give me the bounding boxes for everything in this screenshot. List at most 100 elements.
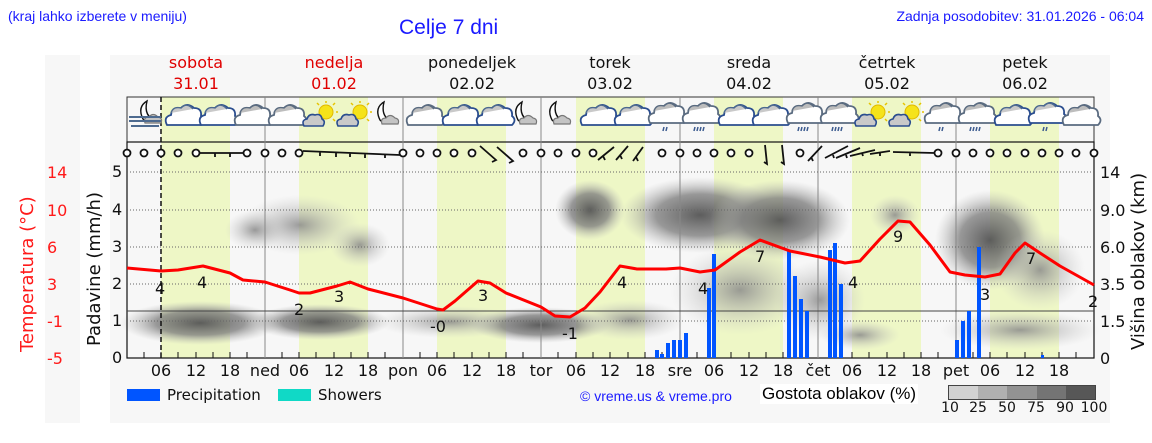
moon-cloud-icon <box>515 101 538 125</box>
svg-text:4: 4 <box>155 279 165 298</box>
x-tick: pon <box>387 361 419 380</box>
region-hint: (kraj lahko izberete v meniju) <box>8 8 187 24</box>
moon-fog-icon <box>129 100 163 127</box>
precip-tick: 2 <box>112 274 123 293</box>
precip-axis-title: Padavine (mm/h) <box>84 192 105 346</box>
moon-cloud-icon <box>377 101 400 125</box>
x-tick: 18 <box>910 361 932 380</box>
cloud-density-title: Gostota oblakov (%) <box>760 384 919 404</box>
cloud-height-tick: 0 <box>1100 349 1111 368</box>
svg-text:2: 2 <box>294 300 304 319</box>
x-tick: 12 <box>876 361 898 380</box>
cloud-rain-icon <box>785 102 826 132</box>
x-tick: 12 <box>599 361 621 380</box>
x-tick: 12 <box>461 361 483 380</box>
svg-text:-0: -0 <box>430 317 446 336</box>
svg-text:4: 4 <box>197 273 207 292</box>
day-header-5: četrtek 05.02 <box>858 53 916 93</box>
precip-tick: 4 <box>112 200 123 219</box>
svg-text:7: 7 <box>1026 249 1036 268</box>
temperature-line <box>126 219 1095 319</box>
day-separators <box>264 97 957 358</box>
x-tick: 12 <box>323 361 345 380</box>
temperature-labels: 4 4 2 3 -0 3 -1 4 4 7 4 9 3 7 2 <box>155 227 1098 343</box>
temp-tick: -1 <box>47 312 63 331</box>
svg-text:2: 2 <box>1088 292 1098 311</box>
x-tick: pet <box>942 361 970 380</box>
cloud-height-tick: 9.0 <box>1100 201 1126 220</box>
density-tick: 75 <box>1027 400 1045 416</box>
precip-tick: 5 <box>112 162 123 181</box>
temperature-axis-title: Temperatura (°C) <box>17 196 38 352</box>
x-tick: 06 <box>703 361 725 380</box>
x-tick: 18 <box>495 361 517 380</box>
showers-swatch <box>278 389 311 401</box>
cloud-height-tick: 14 <box>1100 163 1121 182</box>
x-tick: 18 <box>219 361 241 380</box>
gridlines <box>127 171 1094 322</box>
cloud-rain-icon <box>923 102 964 132</box>
precip-tick: 0 <box>112 348 123 367</box>
day-header-1: nedelja 01.02 <box>304 53 364 93</box>
precipitation-legend-label: Precipitation <box>167 386 261 404</box>
day-header-3: torek 03.02 <box>587 53 633 93</box>
temp-tick: 6 <box>47 238 58 257</box>
day-header-4: sreda 04.02 <box>726 53 772 93</box>
svg-text:4: 4 <box>698 279 708 298</box>
weather-icon-strip <box>129 100 1102 132</box>
x-tick: 06 <box>426 361 448 380</box>
x-tick: 06 <box>288 361 310 380</box>
x-tick: ned <box>249 361 281 380</box>
precip-tick: 3 <box>112 237 123 256</box>
temperature-axis-panel <box>45 55 80 423</box>
day-header-2: ponedeljek 02.02 <box>428 53 516 93</box>
svg-text:4: 4 <box>848 273 858 292</box>
cloud-icon <box>405 104 446 126</box>
last-updated: Zadnja posodobitev: 31.01.2026 - 06:04 <box>896 8 1144 24</box>
showers-legend-label: Showers <box>318 386 382 404</box>
cloud-rain-icon <box>647 102 688 132</box>
x-tick: 18 <box>634 361 656 380</box>
x-tick: 06 <box>841 361 863 380</box>
x-tick: 12 <box>738 361 760 380</box>
cloud-icon <box>1061 104 1102 126</box>
svg-text:7: 7 <box>755 247 765 266</box>
density-tick: 90 <box>1056 400 1074 416</box>
cloud-height-tick: 1.5 <box>1100 312 1126 331</box>
x-tick: čet <box>805 361 831 380</box>
density-tick: 10 <box>941 400 959 416</box>
density-tick: 25 <box>969 400 987 416</box>
density-tick: 50 <box>998 400 1016 416</box>
temp-tick: 10 <box>47 201 68 220</box>
temp-tick: 14 <box>47 163 68 182</box>
density-tick: 100 <box>1080 400 1108 416</box>
page-title: Celje 7 dni <box>399 16 499 39</box>
cloud-height-axis-title: Višina oblakov (km) <box>1128 172 1149 350</box>
x-tick: 12 <box>185 361 207 380</box>
svg-text:3: 3 <box>478 286 488 305</box>
svg-text:3: 3 <box>334 287 344 306</box>
cloud-height-tick: 3.5 <box>1100 275 1126 294</box>
day-header-0: sobota 31.01 <box>168 53 224 93</box>
x-tick: 06 <box>565 361 587 380</box>
precipitation-bars <box>655 243 1044 358</box>
svg-text:9: 9 <box>893 227 903 246</box>
moon-cloud-icon <box>549 101 572 125</box>
x-tick: 06 <box>150 361 172 380</box>
day-header-6: petek 06.02 <box>1002 53 1048 93</box>
wind-row <box>122 144 1099 166</box>
x-tick: sre <box>667 361 693 380</box>
credit-link[interactable]: © vreme.us & vreme.pro <box>580 388 732 404</box>
x-tick: tor <box>529 361 553 380</box>
x-tick: 18 <box>357 361 379 380</box>
cloud-icon <box>233 104 274 126</box>
svg-text:4: 4 <box>617 273 627 292</box>
svg-text:-1: -1 <box>562 324 578 343</box>
svg-text:3: 3 <box>980 285 990 304</box>
cloud-icon <box>267 104 308 126</box>
cloud-height-tick: 6.0 <box>1100 238 1126 257</box>
x-tick: 18 <box>772 361 794 380</box>
precipitation-swatch <box>127 389 160 401</box>
cloud-density-scale <box>948 385 1096 400</box>
